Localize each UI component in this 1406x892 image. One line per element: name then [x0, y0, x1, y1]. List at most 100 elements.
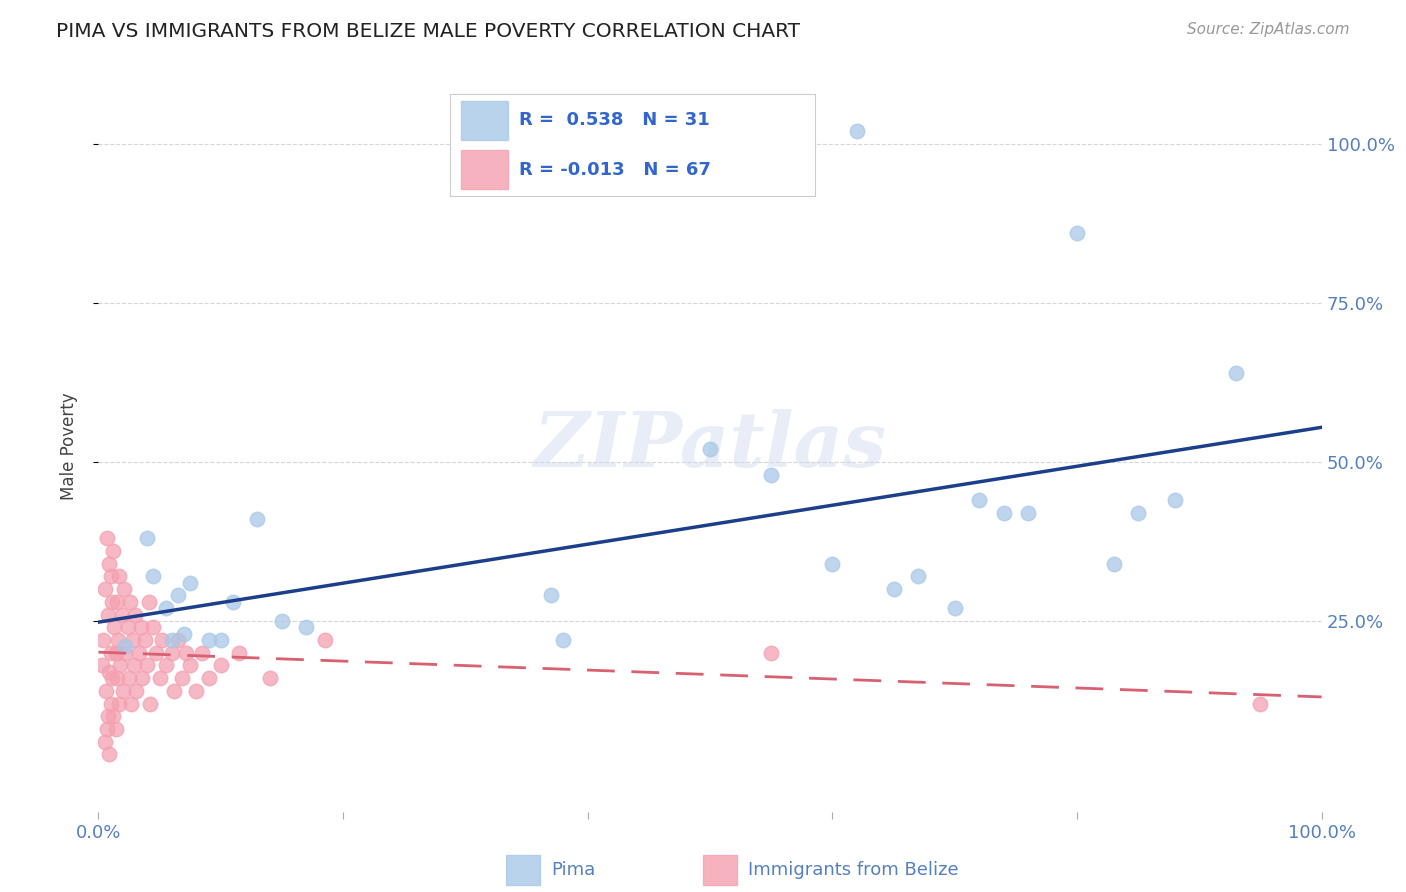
Point: [142, 569, 165, 583]
Point: [125, 684, 148, 698]
Point: [883, 582, 905, 596]
Point: [118, 671, 141, 685]
Point: [93, 735, 115, 749]
Point: [821, 557, 844, 571]
Point: [1128, 506, 1150, 520]
Point: [1164, 493, 1187, 508]
Point: [167, 632, 190, 647]
Point: [197, 632, 219, 647]
Point: [101, 671, 124, 685]
Point: [101, 595, 124, 609]
Point: [845, 124, 868, 138]
Point: [91, 632, 114, 647]
Point: [209, 658, 232, 673]
Point: [142, 620, 165, 634]
Point: [163, 684, 186, 698]
Point: [134, 632, 156, 647]
Point: [104, 722, 127, 736]
Point: [222, 595, 245, 609]
Point: [270, 614, 294, 628]
Point: [179, 575, 201, 590]
Point: [1017, 506, 1039, 520]
Point: [100, 646, 122, 660]
Point: [120, 697, 142, 711]
Point: [176, 646, 198, 660]
Point: [105, 671, 128, 685]
Text: ZIPatlas: ZIPatlas: [533, 409, 887, 483]
Point: [150, 632, 173, 647]
Point: [761, 467, 783, 482]
Point: [314, 632, 336, 647]
Point: [101, 544, 124, 558]
Point: [1249, 697, 1271, 711]
Point: [179, 658, 201, 673]
Point: [197, 671, 219, 685]
Point: [173, 626, 195, 640]
Point: [111, 684, 134, 698]
Point: [259, 671, 281, 685]
Point: [107, 632, 129, 647]
Bar: [703, 855, 737, 885]
Point: [98, 557, 121, 571]
Point: [209, 632, 232, 647]
Text: PIMA VS IMMIGRANTS FROM BELIZE MALE POVERTY CORRELATION CHART: PIMA VS IMMIGRANTS FROM BELIZE MALE POVE…: [56, 22, 800, 41]
Point: [120, 595, 142, 609]
Y-axis label: Male Poverty: Male Poverty: [59, 392, 77, 500]
Point: [121, 632, 143, 647]
Bar: [461, 150, 509, 189]
Point: [136, 658, 159, 673]
Text: Pima: Pima: [551, 861, 595, 879]
Point: [553, 632, 575, 647]
Point: [91, 658, 114, 673]
Point: [699, 442, 721, 457]
Point: [139, 697, 162, 711]
Point: [155, 658, 177, 673]
Point: [104, 646, 127, 660]
Point: [993, 506, 1015, 520]
Point: [160, 632, 183, 647]
Point: [761, 646, 783, 660]
Point: [108, 697, 131, 711]
Point: [94, 684, 117, 698]
Point: [108, 569, 131, 583]
Point: [295, 620, 318, 634]
Bar: [506, 855, 540, 885]
Point: [100, 697, 122, 711]
Point: [1066, 226, 1088, 240]
Point: [101, 709, 124, 723]
Point: [129, 620, 152, 634]
Point: [136, 531, 159, 545]
Point: [145, 646, 167, 660]
Point: [907, 569, 929, 583]
Point: [111, 607, 134, 622]
Point: [98, 747, 121, 762]
Text: Source: ZipAtlas.com: Source: ZipAtlas.com: [1187, 22, 1350, 37]
Point: [112, 582, 135, 596]
Point: [103, 620, 125, 634]
Text: Immigrants from Belize: Immigrants from Belize: [748, 861, 959, 879]
Point: [98, 665, 121, 679]
Point: [114, 640, 136, 654]
Point: [97, 709, 120, 723]
Point: [1102, 557, 1125, 571]
Point: [246, 512, 269, 526]
Bar: [461, 101, 509, 140]
Point: [122, 658, 145, 673]
Text: R =  0.538   N = 31: R = 0.538 N = 31: [519, 112, 710, 129]
Point: [191, 646, 214, 660]
Point: [943, 601, 966, 615]
Point: [170, 671, 193, 685]
Point: [117, 620, 139, 634]
Point: [540, 589, 562, 603]
Point: [96, 531, 118, 545]
Point: [160, 646, 183, 660]
Point: [128, 646, 150, 660]
Point: [110, 658, 132, 673]
Point: [155, 601, 177, 615]
Point: [124, 607, 146, 622]
Point: [167, 589, 190, 603]
Point: [97, 607, 120, 622]
Text: R = -0.013   N = 67: R = -0.013 N = 67: [519, 161, 711, 178]
Point: [114, 646, 136, 660]
Point: [149, 671, 172, 685]
